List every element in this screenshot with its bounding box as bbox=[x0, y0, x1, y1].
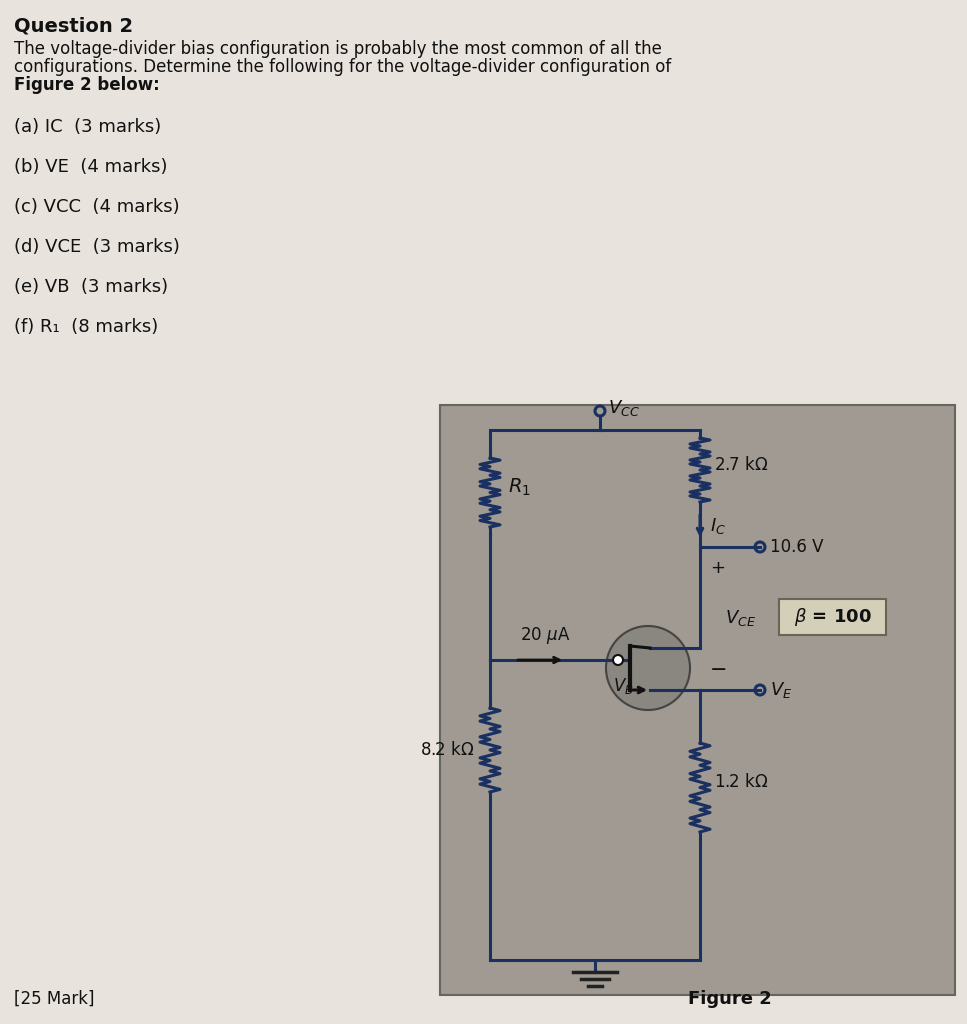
Text: The voltage-divider bias configuration is probably the most common of all the: The voltage-divider bias configuration i… bbox=[14, 40, 661, 58]
FancyBboxPatch shape bbox=[779, 599, 886, 635]
Text: configurations. Determine the following for the voltage-divider configuration of: configurations. Determine the following … bbox=[14, 58, 671, 76]
Text: $V_E$: $V_E$ bbox=[770, 680, 792, 700]
Text: (c) VCC  (4 marks): (c) VCC (4 marks) bbox=[14, 198, 180, 216]
Text: $V_B$: $V_B$ bbox=[613, 676, 633, 696]
Text: +: + bbox=[710, 559, 725, 577]
Bar bbox=[440, 406, 955, 995]
Text: 8.2 k$\Omega$: 8.2 k$\Omega$ bbox=[420, 741, 475, 759]
Text: $R_1$: $R_1$ bbox=[508, 476, 531, 498]
Text: −: − bbox=[710, 660, 727, 680]
Text: [25 Mark]: [25 Mark] bbox=[14, 990, 95, 1008]
Text: (f) R₁  (8 marks): (f) R₁ (8 marks) bbox=[14, 318, 159, 336]
Text: $V_{CC}$: $V_{CC}$ bbox=[608, 398, 640, 418]
Text: 20 $\mu$A: 20 $\mu$A bbox=[520, 625, 571, 646]
Text: Figure 2 below:: Figure 2 below: bbox=[14, 76, 160, 94]
Text: (a) IC  (3 marks): (a) IC (3 marks) bbox=[14, 118, 161, 136]
Text: (e) VB  (3 marks): (e) VB (3 marks) bbox=[14, 278, 168, 296]
Circle shape bbox=[613, 655, 623, 665]
Text: (b) VE  (4 marks): (b) VE (4 marks) bbox=[14, 158, 167, 176]
Text: 10.6 V: 10.6 V bbox=[770, 538, 824, 556]
Text: $V_{CE}$: $V_{CE}$ bbox=[725, 608, 756, 628]
Text: 1.2 k$\Omega$: 1.2 k$\Omega$ bbox=[714, 773, 769, 791]
Text: $I_C$: $I_C$ bbox=[710, 516, 726, 536]
Text: Question 2: Question 2 bbox=[14, 16, 133, 35]
Text: $\beta$ = 100: $\beta$ = 100 bbox=[794, 606, 871, 628]
Circle shape bbox=[606, 626, 690, 710]
Text: Figure 2: Figure 2 bbox=[688, 990, 772, 1008]
Text: (d) VCE  (3 marks): (d) VCE (3 marks) bbox=[14, 238, 180, 256]
Text: 2.7 k$\Omega$: 2.7 k$\Omega$ bbox=[714, 456, 768, 474]
